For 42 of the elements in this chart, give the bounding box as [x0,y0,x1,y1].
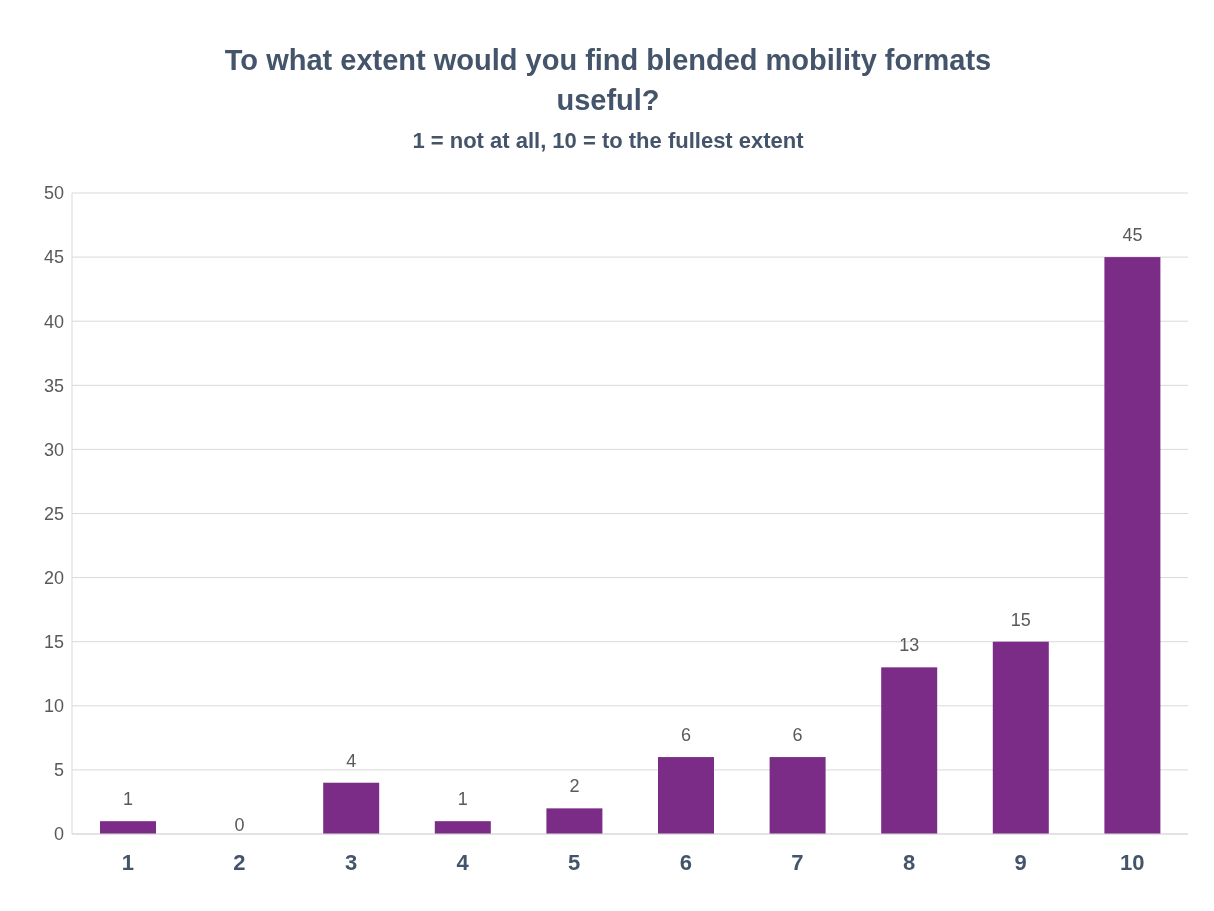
bar [1104,257,1161,834]
y-tick-label: 15 [43,632,64,653]
x-tick-label: 8 [902,849,916,875]
x-tick-label: 7 [791,849,804,875]
bar [546,808,603,834]
bar [323,782,380,834]
data-label: 1 [122,789,134,810]
y-tick-label: 30 [43,439,64,460]
x-tick-label: 6 [679,849,692,875]
data-label: 15 [1010,609,1031,630]
bar [658,757,714,834]
y-tick-label: 20 [43,567,64,588]
data-label: 45 [1122,225,1143,246]
x-tick-label: 4 [456,849,470,875]
data-label: 2 [569,776,580,797]
y-tick-label: 10 [43,696,64,717]
bar [992,641,1049,834]
x-tick-label: 9 [1014,849,1027,875]
data-label: 6 [792,725,803,746]
y-tick-label: 50 [43,183,64,204]
x-tick-label: 1 [121,849,134,875]
data-label: 1 [457,789,468,810]
x-tick-label: 10 [1119,849,1145,875]
x-tick-label: 5 [568,849,581,875]
bar [881,667,938,834]
bar [100,821,156,834]
y-tick-label: 5 [53,760,64,781]
chart-title: To what extent would you find blended mobility formats useful? [223,43,993,118]
y-tick-label: 25 [43,503,64,524]
data-label: 6 [680,725,692,746]
y-tick-label: 40 [43,311,64,332]
data-label: 0 [234,815,245,835]
bar [434,821,491,834]
y-tick-label: 0 [53,824,64,845]
data-label: 4 [346,750,357,771]
bar [769,757,826,834]
x-tick-label: 2 [233,849,246,875]
x-tick-label: 3 [344,849,358,875]
data-label: 13 [899,635,920,656]
y-tick-label: 45 [43,247,64,268]
chart-subtitle: 1 = not at all, 10 = to the fullest extent [412,128,804,154]
y-tick-label: 35 [43,375,64,396]
